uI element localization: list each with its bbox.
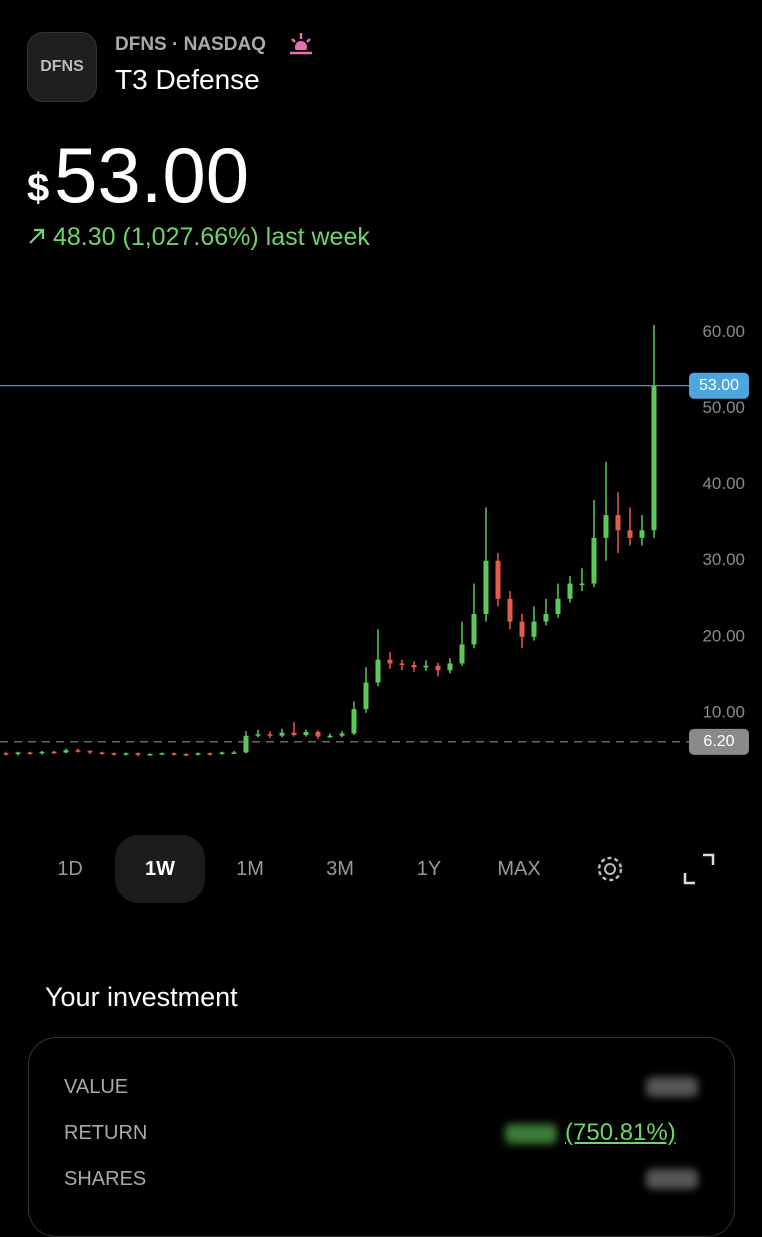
y-tick-label: 50.00 [702, 398, 745, 417]
candle-body [507, 598, 513, 622]
price-chip-label: 6.20 [703, 733, 734, 750]
return-value: (750.81%) [565, 1119, 676, 1146]
hidden-value [646, 1169, 698, 1189]
candle-body [183, 753, 189, 756]
candle-body [471, 613, 477, 645]
candle-body [207, 753, 213, 755]
page: DFNS DFNS · NASDAQ T3 Defense $ 53.00 48… [0, 32, 749, 1237]
candle-body [387, 659, 393, 664]
exchange: DFNS · NASDAQ [115, 34, 266, 55]
candle-body [543, 613, 549, 622]
range-button[interactable]: 1M [236, 857, 264, 880]
candle-body [579, 583, 585, 586]
candle-body [603, 515, 609, 538]
y-tick-label: 40.00 [702, 474, 745, 493]
price-chip [689, 728, 749, 755]
candle-body [591, 537, 597, 584]
up-arrow [29, 228, 45, 244]
settings-button[interactable] [592, 851, 628, 887]
logo: DFNS [27, 32, 97, 102]
candle-body [375, 659, 381, 683]
candle-body [351, 709, 357, 734]
candle-body [75, 750, 81, 752]
candle-body [531, 621, 537, 637]
candle-body [171, 753, 177, 755]
candle-body [483, 560, 489, 614]
candle-body [615, 515, 621, 531]
y-tick-label: 60.00 [702, 322, 745, 341]
candle-body [51, 751, 57, 754]
candle-body [459, 644, 465, 664]
range-button[interactable]: 1Y [416, 857, 442, 880]
candle-body [555, 598, 561, 614]
candle-body [447, 663, 453, 671]
candle-body [627, 530, 633, 538]
candle-body [87, 750, 93, 753]
candle-body [303, 731, 309, 735]
candle-body [219, 752, 225, 754]
candle-body [3, 753, 9, 755]
change: 48.30 (1,027.66%) last week [53, 223, 370, 251]
candle-body [411, 664, 417, 668]
range-button[interactable]: 1D [57, 857, 83, 880]
candle-body [567, 583, 573, 599]
row-label: SHARES [64, 1168, 147, 1190]
candle-body [39, 751, 45, 754]
price-chip-label: 53.00 [699, 377, 739, 394]
candle-body [363, 682, 369, 710]
section-title: Your investment [45, 982, 238, 1012]
candle-body [399, 663, 405, 665]
candle-body [267, 734, 273, 736]
candle-body [99, 752, 105, 754]
candle-body [27, 752, 33, 754]
hidden-value [646, 1077, 698, 1097]
chart: 10.00 20.00 30.00 40.00 50.00 60.00 53.00 6.20 [0, 322, 749, 757]
row-label: VALUE [64, 1076, 129, 1098]
y-tick-label: 10.00 [702, 702, 745, 721]
candle-body [111, 753, 117, 755]
y-tick-label: 30.00 [702, 550, 745, 569]
stock-name: T3 Defense [115, 64, 260, 95]
candle-body [195, 753, 201, 755]
range-button[interactable]: 1W [115, 835, 205, 903]
candle-body [651, 385, 657, 531]
range-button[interactable]: 3M [326, 857, 354, 880]
candle-body [231, 752, 237, 754]
candle-body [159, 753, 165, 755]
candle-body [63, 750, 69, 753]
hidden-value [505, 1124, 557, 1144]
candle-body [279, 732, 285, 736]
price: 53.00 [54, 131, 250, 219]
candle-body [495, 560, 501, 599]
candle-body [315, 731, 321, 737]
y-tick-label: 20.00 [702, 626, 745, 645]
candle-body [291, 732, 297, 735]
candle-body [327, 735, 333, 738]
expand-button[interactable] [683, 853, 715, 885]
range-button[interactable]: MAX [497, 857, 541, 880]
candle-body [423, 665, 429, 668]
row-label: RETURN [64, 1122, 148, 1144]
candle-body [519, 621, 525, 637]
candle-body [255, 734, 261, 736]
price-chip [689, 372, 749, 399]
candle-body [435, 665, 441, 671]
candle-body [639, 530, 645, 538]
candle-body [147, 753, 153, 756]
candle-body [15, 752, 21, 754]
candle-body [135, 753, 141, 755]
candle-body [339, 733, 345, 736]
candle-body [243, 735, 249, 753]
candle-body [123, 753, 129, 755]
premarket-icon [289, 33, 313, 56]
currency: $ [27, 166, 50, 210]
